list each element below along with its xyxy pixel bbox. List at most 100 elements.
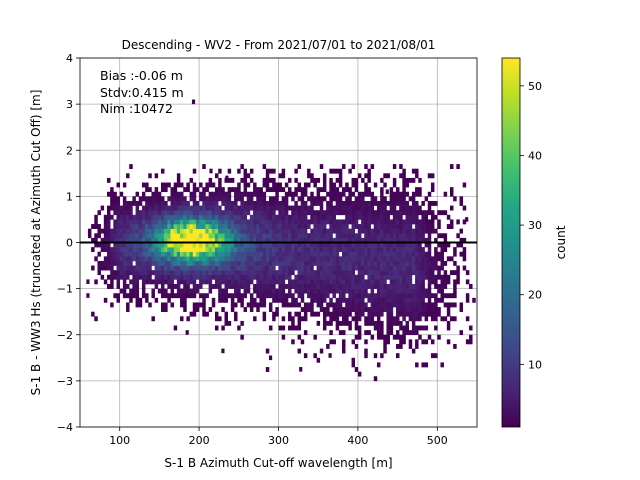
heatmap-cell — [160, 251, 165, 257]
heatmap-cell — [240, 242, 244, 248]
heatmap-cell — [113, 260, 117, 266]
heatmap-cell — [129, 237, 133, 243]
heatmap-cell — [310, 242, 314, 248]
heatmap-cell — [272, 260, 276, 266]
heatmap-cell — [211, 247, 216, 253]
heatmap-cell — [218, 228, 222, 234]
heatmap-cell — [351, 214, 356, 220]
heatmap-cell — [126, 228, 130, 234]
heatmap-cell — [195, 187, 200, 193]
heatmap-cell — [221, 187, 225, 193]
heatmap-cell — [129, 251, 133, 257]
heatmap-cell — [262, 214, 267, 220]
heatmap-cell — [195, 284, 200, 289]
heatmap-cell — [183, 288, 187, 294]
heatmap-cell — [338, 288, 343, 294]
heatmap-cell — [386, 256, 390, 262]
heatmap-cell — [132, 196, 136, 202]
heatmap-cell — [237, 205, 241, 211]
heatmap-cell — [335, 219, 340, 225]
heatmap-cell — [348, 265, 352, 271]
heatmap-cell — [148, 265, 152, 271]
heatmap-cell — [113, 228, 117, 234]
heatmap-cell — [338, 293, 343, 299]
heatmap-cell — [418, 205, 422, 211]
heatmap-cell — [389, 237, 394, 243]
heatmap-cell — [281, 242, 286, 248]
heatmap-cell — [281, 293, 286, 299]
heatmap-cell — [284, 270, 289, 276]
heatmap-cell — [135, 270, 140, 276]
heatmap-cell — [141, 205, 146, 211]
heatmap-cell — [335, 242, 340, 248]
heatmap-cell — [183, 274, 187, 280]
heatmap-cell — [199, 247, 203, 253]
heatmap-cell — [275, 311, 279, 317]
heatmap-cell — [272, 274, 276, 280]
heatmap-cell — [148, 270, 152, 276]
heatmap-cell — [329, 339, 333, 345]
heatmap-cell — [383, 293, 387, 299]
heatmap-cell — [386, 339, 390, 345]
heatmap-cell — [221, 274, 225, 280]
heatmap-cell — [332, 260, 336, 266]
heatmap-cell — [357, 265, 362, 271]
heatmap-cell — [329, 210, 333, 216]
heatmap-cell — [183, 214, 187, 220]
heatmap-cell — [265, 237, 270, 243]
heatmap-cell — [357, 297, 362, 303]
heatmap-cell — [259, 260, 263, 266]
heatmap-cell — [224, 316, 228, 322]
heatmap-cell — [430, 182, 435, 188]
heatmap-cell — [192, 247, 197, 253]
heatmap-cell — [345, 224, 349, 229]
heatmap-cell — [437, 297, 441, 303]
heatmap-cell — [119, 233, 124, 239]
heatmap-cell — [183, 260, 187, 266]
heatmap-cell — [437, 284, 441, 289]
heatmap-cell — [126, 284, 130, 289]
heatmap-cell — [357, 371, 362, 377]
heatmap-cell — [119, 228, 124, 234]
heatmap-cell — [103, 260, 108, 266]
heatmap-cell — [87, 233, 92, 239]
heatmap-cell — [135, 233, 140, 239]
heatmap-cell — [170, 205, 174, 211]
heatmap-cell — [373, 311, 378, 317]
heatmap-cell — [380, 228, 384, 234]
heatmap-cell — [145, 247, 149, 253]
heatmap-cell — [453, 247, 457, 253]
heatmap-cell — [145, 200, 149, 206]
heatmap-cell — [389, 288, 394, 294]
heatmap-cell — [234, 233, 238, 239]
heatmap-cell — [411, 316, 416, 322]
heatmap-cell — [91, 311, 95, 317]
heatmap-cell — [415, 168, 419, 174]
heatmap-cell — [434, 302, 438, 308]
heatmap-cell — [135, 191, 140, 197]
heatmap-cell — [126, 260, 130, 266]
heatmap-cell — [427, 270, 432, 276]
heatmap-cell — [446, 307, 451, 312]
heatmap-cell — [383, 334, 387, 340]
heatmap-cell — [415, 219, 419, 225]
heatmap-cell — [265, 224, 270, 229]
heatmap-cell — [268, 247, 273, 253]
heatmap-cell — [342, 260, 346, 266]
heatmap-cell — [249, 256, 254, 262]
heatmap-cell — [167, 270, 171, 276]
heatmap-cell — [307, 196, 311, 202]
heatmap-cell — [122, 200, 127, 206]
heatmap-cell — [151, 316, 155, 322]
heatmap-cell — [392, 177, 397, 183]
heatmap-cell — [313, 311, 317, 317]
heatmap-cell — [224, 284, 228, 289]
heatmap-cell — [303, 330, 308, 336]
heatmap-cell — [322, 214, 327, 220]
heatmap-cell — [310, 297, 314, 303]
heatmap-cell — [307, 251, 311, 257]
heatmap-cell — [240, 302, 244, 308]
heatmap-cell — [351, 284, 356, 289]
heatmap-cell — [310, 260, 314, 266]
heatmap-cell — [427, 284, 432, 289]
